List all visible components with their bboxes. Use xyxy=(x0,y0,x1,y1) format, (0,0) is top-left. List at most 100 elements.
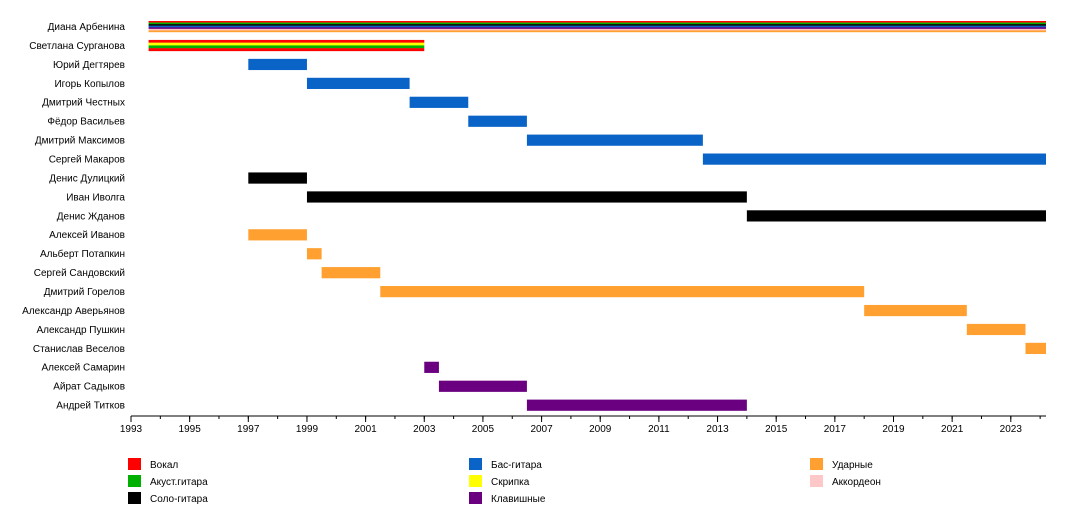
role-stripe-acoustic xyxy=(148,22,1046,25)
role-stripe-drums xyxy=(1025,342,1046,355)
member-label: Дмитрий Честных xyxy=(42,98,125,109)
role-stripe-drums xyxy=(248,229,307,241)
member-bar xyxy=(409,96,469,108)
x-tick-label: 1999 xyxy=(296,424,319,435)
x-tick-label: 2003 xyxy=(413,424,436,435)
legend-item-accordion: Аккордеон xyxy=(810,475,881,488)
member-bar xyxy=(321,267,381,279)
x-tick-label: 1995 xyxy=(179,424,202,435)
member-bar xyxy=(424,361,439,373)
role-stripe-keys xyxy=(424,361,439,373)
member-bar xyxy=(746,210,1046,222)
legend-item-vocal: Вокал xyxy=(128,458,178,471)
member-bar xyxy=(864,304,967,317)
x-tick-label: 2005 xyxy=(472,424,495,435)
legend-label: Клавишные xyxy=(491,494,546,505)
legend-item-acoustic: Акуст.гитара xyxy=(128,475,208,488)
member-bar xyxy=(248,58,307,71)
x-tick-label: 2013 xyxy=(706,424,729,435)
member-label: Александр Аверьянов xyxy=(22,306,125,317)
member-label: Светлана Сурганова xyxy=(29,41,125,52)
member-bar xyxy=(526,399,747,411)
legend-swatch xyxy=(128,458,141,470)
legend-swatch xyxy=(469,492,482,504)
member-bar xyxy=(966,323,1026,336)
x-tick-label: 2009 xyxy=(589,424,612,435)
member-label: Александр Пушкин xyxy=(36,325,125,336)
legend-item-violin: Скрипка xyxy=(469,475,530,488)
member-bar xyxy=(468,115,527,127)
role-stripe-bass xyxy=(148,25,1046,28)
member-label: Дмитрий Максимов xyxy=(35,136,125,147)
legend-label: Соло-гитара xyxy=(150,494,208,505)
legend-label: Акуст.гитара xyxy=(150,477,208,488)
x-tick-label: 1993 xyxy=(120,424,143,435)
role-stripe-keys xyxy=(526,399,747,411)
x-tick-label: 1997 xyxy=(237,424,260,435)
legend-label: Ударные xyxy=(832,460,873,471)
role-stripe-bass xyxy=(526,134,703,146)
role-stripe-keys xyxy=(148,27,1046,30)
member-bar xyxy=(306,248,322,260)
member-label: Диана Арбенина xyxy=(48,21,126,33)
role-stripe-acoustic xyxy=(148,45,425,49)
legend-swatch xyxy=(810,475,823,487)
member-label: Сергей Сандовский xyxy=(34,268,125,279)
role-stripe-bass xyxy=(468,115,527,127)
role-stripe-violin xyxy=(148,42,425,46)
member-label: Дмитрий Горелов xyxy=(44,287,125,298)
legend-item-keys: Клавишные xyxy=(469,492,546,505)
member-labels: Диана Арбенина Светлана Сурганова Юрий Дег… xyxy=(22,21,125,412)
legend-swatch xyxy=(128,492,141,504)
role-stripe-lead xyxy=(248,172,307,184)
role-stripe-drums xyxy=(148,30,1046,33)
role-stripe-bass xyxy=(409,96,469,108)
legend-item-lead: Соло-гитара xyxy=(128,492,208,505)
role-stripe-vocal xyxy=(148,39,425,43)
member-label: Игорь Копылов xyxy=(54,79,125,90)
x-tick-label: 2007 xyxy=(530,424,553,435)
legend-label: Бас-гитара xyxy=(491,460,542,471)
legend-label: Вокал xyxy=(150,460,178,471)
member-label: Денис Дулицкий xyxy=(49,173,125,184)
x-tick-label: 2017 xyxy=(824,424,847,435)
member-label: Алексей Иванов xyxy=(49,230,125,241)
member-label: Юрий Дегтярев xyxy=(53,60,125,71)
role-stripe-drums xyxy=(864,304,967,317)
role-stripe-drums xyxy=(306,248,322,260)
member-bar xyxy=(306,191,747,203)
member-label: Алексей Самарин xyxy=(42,363,125,374)
member-bar xyxy=(438,380,527,392)
x-tick-label: 2015 xyxy=(765,424,788,435)
x-tick-label: 2021 xyxy=(941,424,964,435)
x-axis: 1993 1995 1997 1999 2001 2003 2005 2007 2009 2011… xyxy=(120,415,1046,435)
member-bar xyxy=(380,286,865,298)
member-label: Денис Жданов xyxy=(57,211,125,222)
legend-swatch xyxy=(810,458,823,470)
member-label: Фёдор Васильев xyxy=(47,117,125,128)
member-bar xyxy=(306,77,410,89)
member-label: Андрей Титков xyxy=(56,401,125,412)
member-bar xyxy=(248,229,307,241)
role-stripe-vocal xyxy=(148,48,425,52)
role-stripe-lead xyxy=(746,210,1046,222)
role-stripe-keys xyxy=(438,380,527,392)
role-stripe-lead xyxy=(306,191,747,203)
legend-item-bass: Бас-гитара xyxy=(469,458,542,471)
member-label: Айрат Садыков xyxy=(53,382,125,393)
member-bar xyxy=(1025,342,1046,355)
x-tick-label: 2001 xyxy=(354,424,377,435)
legend-item-drums: Ударные xyxy=(810,458,873,471)
legend-label: Аккордеон xyxy=(832,477,881,488)
x-tick-label: 2019 xyxy=(882,424,905,435)
role-stripe-drums xyxy=(380,286,865,298)
member-label: Станислав Веселов xyxy=(33,344,125,355)
member-label: Иван Иволга xyxy=(66,192,125,203)
x-tick-label: 2011 xyxy=(648,424,670,435)
member-bar xyxy=(248,172,307,184)
role-stripe-vocal xyxy=(148,21,1046,23)
member-bar xyxy=(526,134,703,146)
member-label: Сергей Макаров xyxy=(49,155,125,166)
role-stripe-lead xyxy=(148,24,1046,26)
